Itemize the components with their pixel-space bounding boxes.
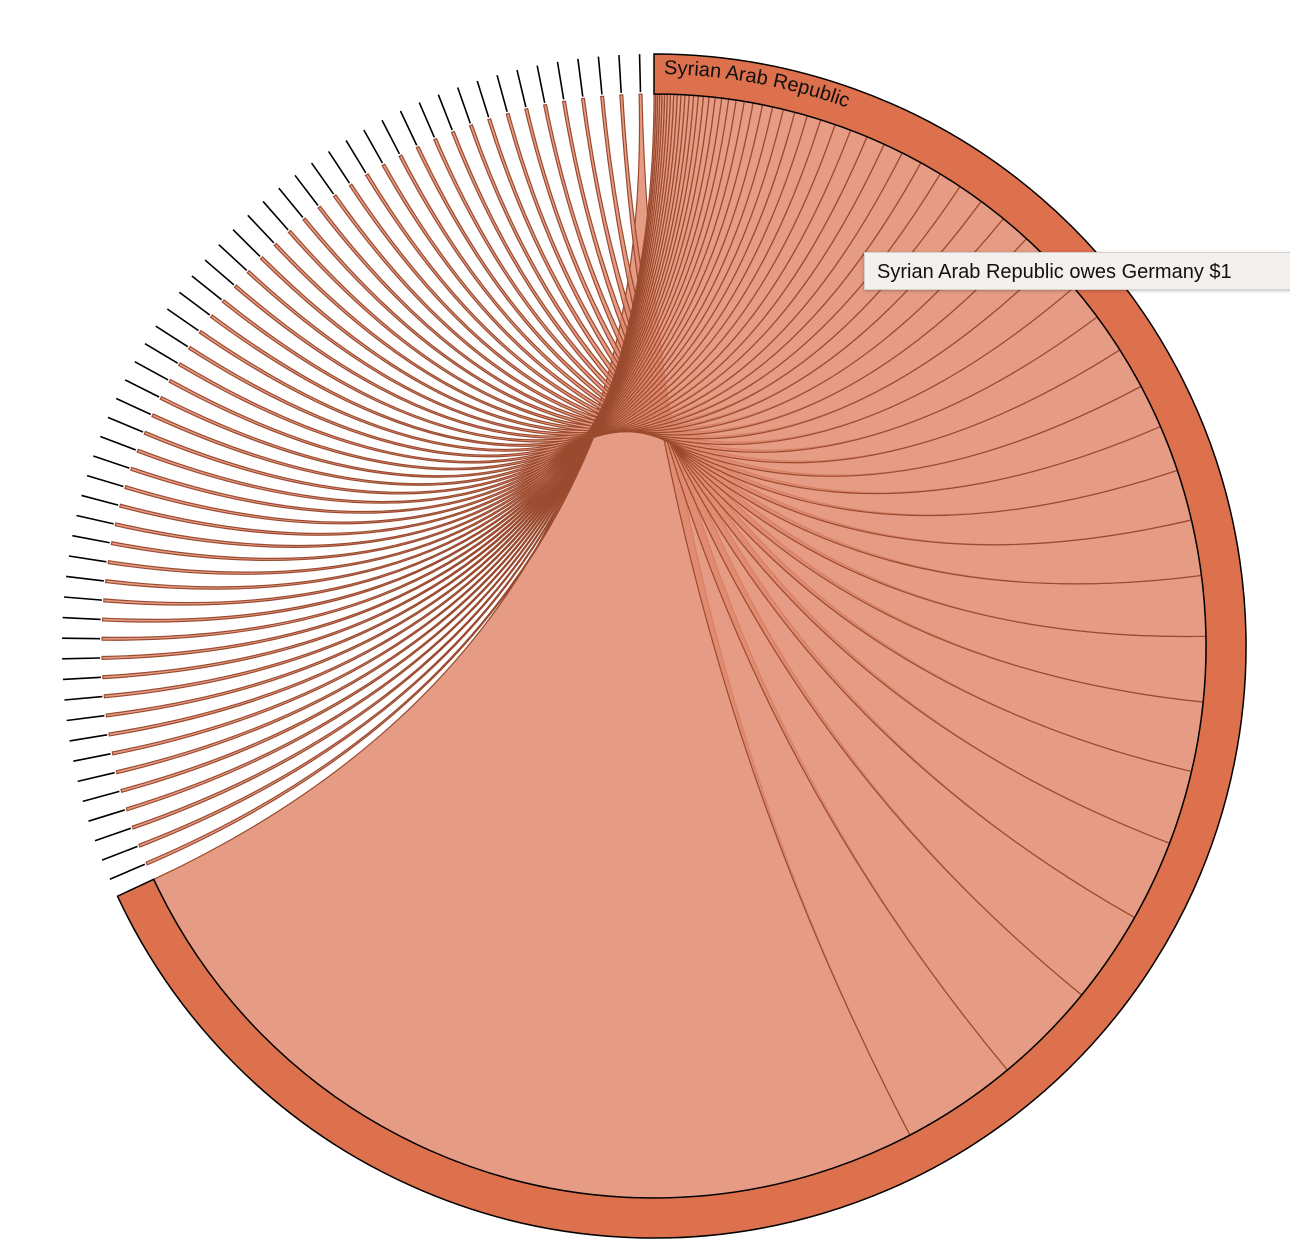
- chord-ribbon[interactable]: [131, 93, 661, 830]
- ribbons-group: [101, 93, 1207, 1199]
- minor-group-tick[interactable]: [418, 102, 436, 138]
- minor-group-tick[interactable]: [496, 74, 508, 113]
- group-arc-syrian-arab-republic[interactable]: [116, 53, 1247, 1239]
- minor-group-tick[interactable]: [327, 151, 351, 184]
- minor-group-tick[interactable]: [73, 753, 111, 763]
- minor-group-tick[interactable]: [191, 275, 223, 301]
- minor-group-tick[interactable]: [115, 397, 152, 416]
- minor-group-tick[interactable]: [107, 416, 144, 433]
- minor-group-tick[interactable]: [62, 676, 101, 681]
- minor-group-tick[interactable]: [638, 54, 642, 93]
- minor-group-tick[interactable]: [62, 616, 101, 621]
- minor-group-tick[interactable]: [262, 200, 289, 231]
- minor-group-tick[interactable]: [66, 714, 105, 722]
- chord-ribbon[interactable]: [125, 93, 663, 812]
- minor-group-tick[interactable]: [62, 637, 101, 640]
- chord-ribbon[interactable]: [138, 93, 659, 848]
- minor-group-tick[interactable]: [437, 94, 453, 131]
- minor-group-tick[interactable]: [144, 343, 179, 364]
- minor-group-tick[interactable]: [536, 65, 546, 104]
- minor-group-tick[interactable]: [77, 771, 115, 783]
- minor-group-tick[interactable]: [88, 809, 126, 822]
- minor-group-tick[interactable]: [109, 863, 146, 880]
- minor-group-tick[interactable]: [278, 187, 304, 218]
- minor-group-tick[interactable]: [597, 56, 603, 95]
- minor-group-tick[interactable]: [516, 69, 527, 108]
- chord-ribbon[interactable]: [108, 93, 675, 737]
- minor-group-tick[interactable]: [66, 575, 104, 582]
- minor-group-tick[interactable]: [81, 494, 119, 506]
- minor-group-tick[interactable]: [72, 534, 110, 544]
- minor-group-tick[interactable]: [124, 379, 160, 398]
- minor-group-tick[interactable]: [155, 325, 189, 348]
- minor-group-tick[interactable]: [345, 139, 367, 174]
- minor-group-tick[interactable]: [556, 61, 565, 100]
- minor-group-tick[interactable]: [232, 229, 261, 258]
- minor-group-tick[interactable]: [381, 119, 401, 155]
- minor-group-tick[interactable]: [204, 259, 235, 286]
- minor-group-tick[interactable]: [399, 110, 418, 146]
- chord-ribbon[interactable]: [105, 93, 678, 718]
- chord-ribbon[interactable]: [145, 93, 657, 866]
- minor-group-tick[interactable]: [93, 455, 130, 469]
- minor-group-tick[interactable]: [100, 435, 137, 451]
- minor-group-tick[interactable]: [64, 695, 103, 701]
- minor-group-tick[interactable]: [76, 514, 114, 525]
- minor-group-tick[interactable]: [618, 54, 622, 94]
- minor-group-tick[interactable]: [476, 80, 490, 118]
- minor-group-tick[interactable]: [294, 174, 319, 206]
- minor-group-tick[interactable]: [94, 827, 132, 842]
- minor-group-tick[interactable]: [86, 474, 124, 488]
- minor-group-tick[interactable]: [166, 308, 199, 332]
- chord-ribbon[interactable]: [103, 93, 682, 699]
- minor-group-tick[interactable]: [310, 162, 335, 195]
- minor-group-tick[interactable]: [178, 291, 211, 316]
- minor-group-tick[interactable]: [456, 87, 472, 124]
- minor-group-tick[interactable]: [82, 790, 120, 803]
- minor-group-tick[interactable]: [101, 845, 138, 861]
- minor-group-tick[interactable]: [247, 214, 275, 244]
- chord-ribbon[interactable]: [111, 93, 672, 756]
- minor-group-tick[interactable]: [68, 555, 107, 563]
- minor-group-ticks: [62, 54, 642, 880]
- minor-group-tick[interactable]: [62, 657, 101, 660]
- minor-group-tick[interactable]: [363, 129, 384, 164]
- minor-group-tick[interactable]: [218, 244, 248, 272]
- chord-ribbon[interactable]: [120, 93, 666, 794]
- chord-tooltip: Syrian Arab Republic owes Germany $1: [864, 252, 1290, 290]
- minor-group-tick[interactable]: [63, 596, 102, 601]
- chord-ribbon[interactable]: [115, 93, 668, 775]
- minor-group-tick[interactable]: [69, 734, 108, 742]
- minor-group-tick[interactable]: [134, 360, 169, 381]
- minor-group-tick[interactable]: [577, 58, 584, 97]
